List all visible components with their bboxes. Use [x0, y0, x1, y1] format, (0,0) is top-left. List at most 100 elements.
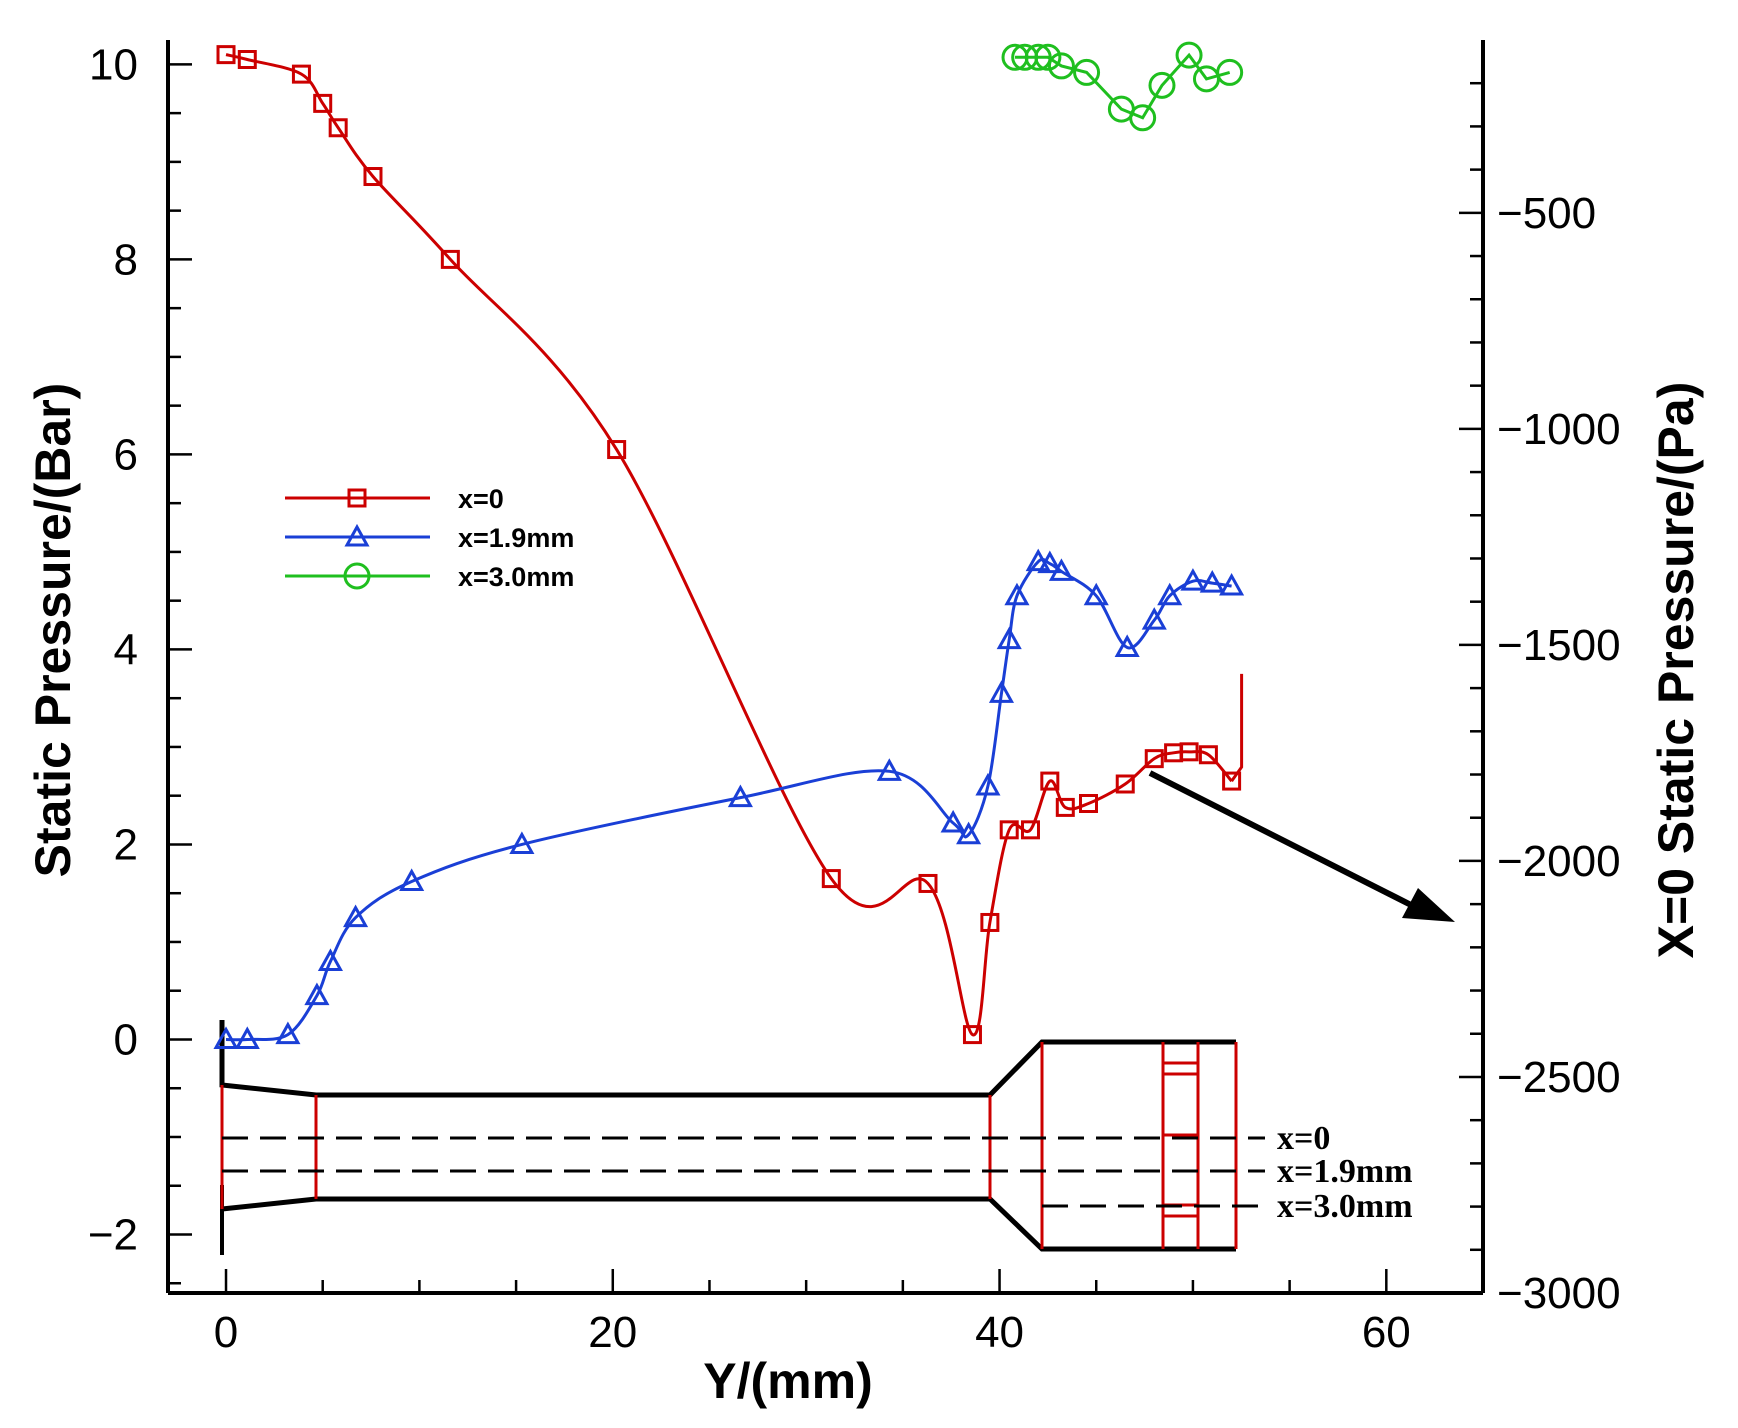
legend: x=0 x=1.9mm x=3.0mm	[285, 484, 574, 592]
legend-label: x=0	[458, 484, 504, 514]
axes: 0 20 40 60 −2 0 2 4 6 8 10 −500 −1000 −1500 −2000 −2500…	[88, 40, 1621, 1357]
data-point	[317, 948, 343, 971]
legend-marker	[344, 523, 370, 547]
data-point	[956, 821, 982, 845]
series-square	[216, 45, 1242, 1045]
x-tick-label: 60	[1362, 1308, 1411, 1357]
y-tick-label: 10	[89, 40, 138, 89]
x-tick-label: 20	[588, 1308, 637, 1357]
data-point	[216, 45, 236, 65]
data-point	[328, 118, 348, 138]
data-point	[291, 64, 311, 84]
y2-axis-title: X=0 Static Pressure/(Pa)	[1648, 382, 1704, 959]
data-point	[607, 440, 627, 460]
legend-label: x=1.9mm	[458, 523, 574, 553]
legend-label: x=3.0mm	[458, 562, 574, 592]
y-tick-label: 4	[114, 625, 138, 674]
y2-tick-label: −1500	[1497, 621, 1621, 670]
data-point	[1020, 820, 1040, 840]
data-point	[1114, 634, 1140, 657]
data-point	[1037, 550, 1063, 574]
data-point	[313, 93, 333, 113]
legend-marker	[347, 488, 367, 508]
data-point	[1083, 582, 1109, 606]
data-point	[918, 873, 938, 893]
data-point	[237, 50, 257, 70]
data-point	[234, 1026, 260, 1049]
data-point	[1040, 771, 1060, 791]
data-point	[1129, 104, 1157, 132]
arrow-head	[1402, 888, 1455, 922]
data-point	[975, 772, 1001, 796]
data-point	[980, 912, 1000, 932]
legend-marker	[343, 562, 371, 590]
y2-tick-label: −1000	[1497, 405, 1621, 454]
data-point	[1034, 43, 1062, 71]
data-point	[988, 680, 1015, 703]
data-point	[940, 809, 966, 833]
x-axis-title: Y/(mm)	[703, 1353, 872, 1409]
data-point	[1141, 607, 1167, 630]
data-point	[1048, 558, 1074, 581]
data-point	[343, 904, 369, 928]
series-triangle	[213, 548, 1245, 1049]
data-point	[1148, 71, 1176, 99]
data-point	[1199, 570, 1225, 593]
data-point	[1219, 572, 1245, 596]
y2-tick-label: −3000	[1497, 1269, 1621, 1318]
data-point	[440, 249, 460, 269]
data-point	[1073, 58, 1101, 86]
data-point	[1055, 797, 1075, 817]
data-point	[1115, 774, 1135, 794]
data-point	[1025, 548, 1051, 572]
nozzle-upper-wall	[219, 1020, 1236, 1098]
data-point	[1144, 749, 1164, 769]
data-point	[1179, 742, 1199, 762]
data-point	[213, 1026, 239, 1049]
data-point	[962, 1025, 982, 1045]
y-tick-label: 6	[114, 430, 138, 479]
data-point	[999, 820, 1019, 840]
y-tick-label: −2	[88, 1210, 138, 1259]
data-point	[727, 784, 753, 808]
axis-arrow	[1148, 770, 1455, 922]
y2-tick-label: −2500	[1497, 1053, 1621, 1102]
inset-label: x=3.0mm	[1277, 1188, 1413, 1225]
y-tick-label: 0	[114, 1015, 138, 1064]
data-point	[1198, 745, 1218, 765]
data-point	[275, 1021, 301, 1045]
data-point	[1175, 41, 1203, 69]
arrow-shaft	[1148, 770, 1417, 910]
series-end-spike	[1230, 673, 1244, 782]
data-point	[1180, 568, 1206, 591]
data-point	[399, 868, 425, 892]
data-point	[1047, 52, 1075, 80]
y-tick-label: 2	[114, 820, 138, 869]
data-point	[1216, 58, 1244, 86]
data-point	[1004, 582, 1030, 606]
data-point	[996, 626, 1022, 650]
data-point	[1024, 43, 1052, 71]
y-axis-title: Static Pressure/(Bar)	[25, 383, 81, 878]
data-point	[363, 167, 383, 187]
data-point	[821, 869, 841, 889]
data-point	[876, 758, 902, 781]
y2-tick-label: −2000	[1497, 837, 1621, 886]
data-point	[1157, 582, 1183, 606]
y-tick-label: 8	[114, 235, 138, 284]
inset-label: x=1.9mm	[1277, 1153, 1413, 1190]
series-line	[225, 53, 1233, 1037]
series-layer	[213, 41, 1245, 1049]
data-point	[1079, 794, 1098, 814]
data-point	[1222, 771, 1242, 791]
x-tick-label: 0	[214, 1308, 238, 1357]
x-tick-label: 40	[975, 1308, 1024, 1357]
data-point	[509, 831, 535, 854]
series-line	[225, 557, 1232, 1042]
y2-tick-label: −500	[1497, 189, 1596, 238]
data-point	[304, 982, 330, 1006]
inset-label: x=0	[1277, 1120, 1330, 1157]
series-circle	[1001, 41, 1244, 132]
